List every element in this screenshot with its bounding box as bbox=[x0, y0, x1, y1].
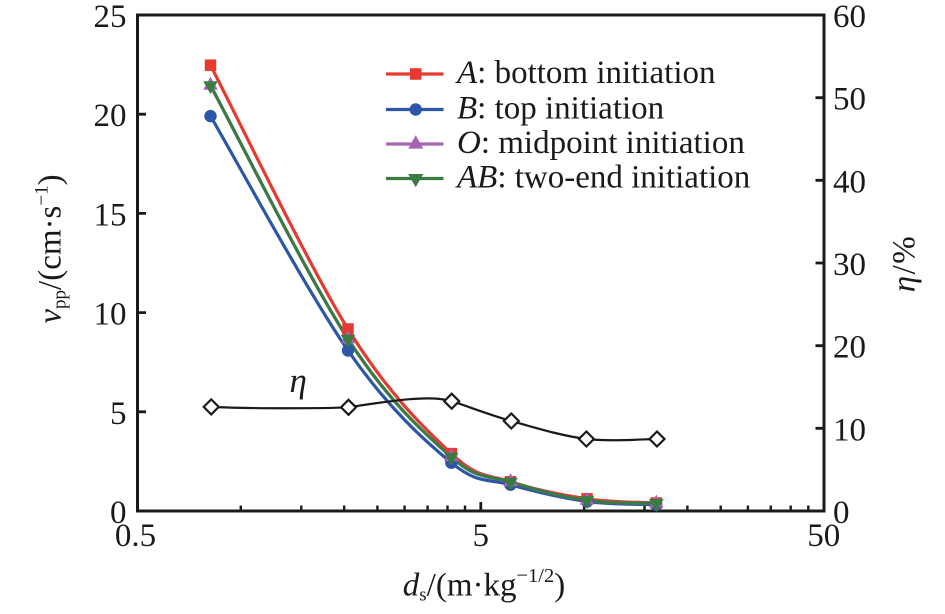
svg-text:O: midpoint initiation: O: midpoint initiation bbox=[457, 125, 745, 161]
svg-text:A: bottom initiation: A: bottom initiation bbox=[455, 55, 716, 91]
svg-text:10: 10 bbox=[833, 412, 866, 448]
svg-text:ds/(m·kg−1/2): ds/(m·kg−1/2) bbox=[403, 565, 566, 606]
svg-text:B: top initiation: B: top initiation bbox=[457, 91, 664, 127]
svg-text:0: 0 bbox=[833, 495, 850, 531]
svg-text:50: 50 bbox=[833, 82, 866, 118]
svg-text:η: η bbox=[290, 361, 307, 400]
svg-text:η/%: η/% bbox=[887, 235, 923, 293]
svg-text:15: 15 bbox=[94, 197, 127, 233]
svg-text:0: 0 bbox=[110, 495, 127, 531]
svg-text:10: 10 bbox=[94, 297, 127, 333]
svg-text:20: 20 bbox=[94, 98, 127, 134]
svg-text:50: 50 bbox=[807, 518, 840, 554]
svg-text:40: 40 bbox=[833, 164, 866, 200]
svg-text:30: 30 bbox=[833, 247, 866, 283]
svg-text:25: 25 bbox=[94, 0, 127, 35]
svg-text:20: 20 bbox=[833, 330, 866, 366]
svg-text:0.5: 0.5 bbox=[115, 518, 156, 554]
svg-text:5: 5 bbox=[473, 518, 490, 554]
svg-text:5: 5 bbox=[110, 396, 127, 432]
svg-text:60: 60 bbox=[833, 0, 866, 35]
svg-text:AB: two-end initiation: AB: two-end initiation bbox=[455, 160, 750, 196]
svg-text:vpp/(cm·s−1): vpp/(cm·s−1) bbox=[32, 174, 71, 323]
